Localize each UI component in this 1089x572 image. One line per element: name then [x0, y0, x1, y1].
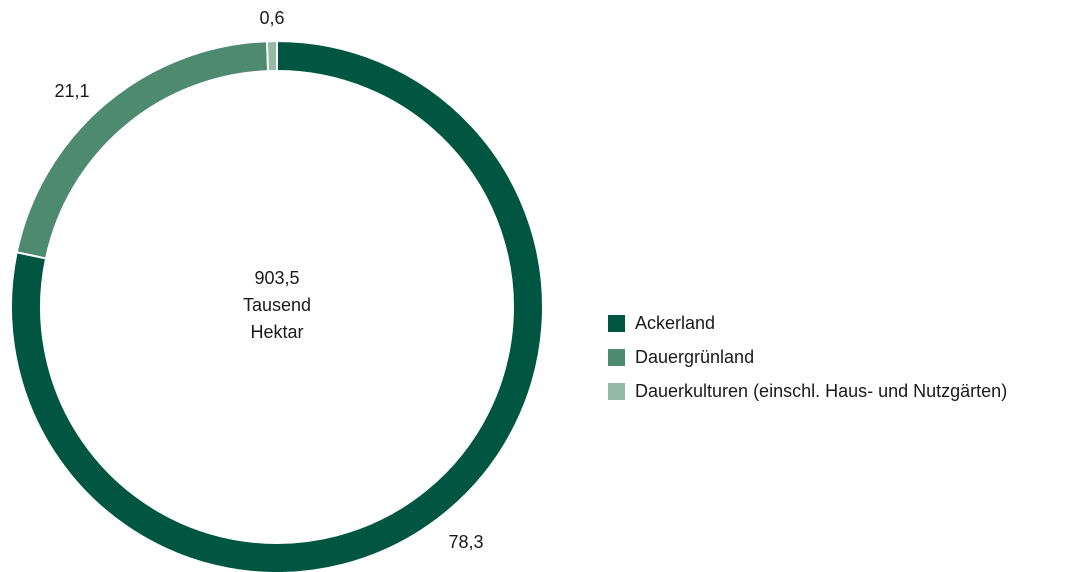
- slice-dauergruenland: [15, 40, 270, 260]
- legend-swatch-dauergruenland: [608, 348, 625, 366]
- center-total-value: 903,5: [254, 268, 299, 288]
- legend-item-dauerkulturen: Dauerkulturen (einschl. Haus- und Nutzgä…: [608, 374, 1007, 408]
- center-total-unit-line1: Tausend: [243, 295, 311, 315]
- legend-item-ackerland: Ackerland: [608, 306, 1007, 340]
- legend-swatch-dauerkulturen: [608, 382, 625, 400]
- slice-ackerland: [10, 39, 544, 572]
- legend-item-dauergruenland: Dauergrünland: [608, 340, 1007, 374]
- donut-slices: [10, 39, 544, 572]
- data-label-ackerland: 78,3: [448, 532, 483, 552]
- slice-dauerkulturen: [265, 39, 278, 73]
- donut-center-label: 903,5 Tausend Hektar: [243, 268, 311, 342]
- data-label-dauerkulturen: 0,6: [259, 8, 284, 28]
- legend-label-dauerkulturen: Dauerkulturen (einschl. Haus- und Nutzgä…: [635, 380, 1008, 401]
- data-labels: 78,3 21,1 0,6: [54, 8, 483, 552]
- legend-label-ackerland: Ackerland: [635, 312, 716, 333]
- center-total-unit-line2: Hektar: [250, 322, 303, 342]
- data-label-dauergruenland: 21,1: [54, 81, 89, 101]
- legend-swatch-ackerland: [608, 314, 625, 332]
- legend-label-dauergruenland: Dauergrünland: [635, 346, 755, 367]
- legend: Ackerland Dauergrünland Dauerkulturen (e…: [608, 306, 1007, 408]
